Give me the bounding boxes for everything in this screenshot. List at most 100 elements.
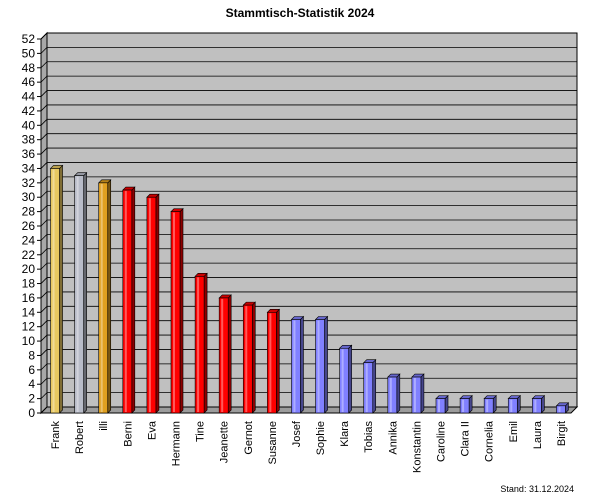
gridline-side bbox=[40, 75, 48, 83]
bar-highlight bbox=[197, 277, 200, 412]
x-category-label: Frank bbox=[50, 421, 62, 450]
gridline-side bbox=[40, 392, 48, 399]
y-tick-label: 30 bbox=[22, 190, 36, 204]
bar-side bbox=[324, 315, 328, 414]
bar bbox=[50, 168, 60, 414]
gridline-side bbox=[40, 248, 48, 256]
y-tick-label: 42 bbox=[22, 104, 36, 118]
bar-highlight bbox=[221, 298, 224, 412]
gridline-side bbox=[40, 119, 48, 126]
y-tick-label: 22 bbox=[22, 248, 36, 262]
bar-side bbox=[59, 164, 63, 414]
bar-birgit bbox=[555, 402, 570, 414]
bar bbox=[459, 398, 470, 414]
x-category-label: Birgit bbox=[556, 421, 568, 446]
x-category-label: illi bbox=[98, 421, 110, 431]
bar-illi bbox=[98, 179, 112, 414]
bar-side bbox=[131, 186, 136, 414]
bar-highlight bbox=[245, 306, 248, 412]
bar-highlight bbox=[173, 212, 175, 412]
bar-side bbox=[251, 301, 256, 414]
bar-highlight bbox=[76, 176, 79, 412]
bar-highlight bbox=[148, 198, 151, 412]
bar-jeanette bbox=[218, 294, 232, 414]
gridline-side bbox=[40, 162, 48, 169]
bar-emil bbox=[507, 394, 521, 414]
gridline-side bbox=[40, 61, 48, 69]
bar-gernot bbox=[242, 301, 256, 414]
x-category-label: Caroline bbox=[436, 421, 448, 462]
gridline-side bbox=[40, 349, 48, 356]
y-tick-label: 16 bbox=[22, 291, 36, 305]
bar-highlight bbox=[269, 313, 272, 412]
bar-highlight bbox=[124, 191, 127, 412]
y-tick-label: 52 bbox=[22, 32, 36, 46]
bar-highlight bbox=[389, 378, 392, 412]
bar bbox=[194, 276, 205, 414]
y-tick-label: 40 bbox=[22, 118, 36, 132]
y-tick-label: 38 bbox=[22, 133, 36, 147]
gridline-side bbox=[40, 363, 48, 371]
bar-highlight bbox=[365, 363, 368, 412]
x-category-label: Cornelia bbox=[484, 420, 496, 462]
bar-highlight bbox=[438, 399, 440, 412]
x-category-label: Jeanette bbox=[219, 421, 231, 463]
bar-side bbox=[372, 358, 377, 414]
gridline-side bbox=[40, 262, 48, 270]
y-tick-label: 18 bbox=[22, 277, 36, 291]
bar-highlight bbox=[52, 169, 55, 412]
gridlines bbox=[40, 32, 577, 414]
bar-side bbox=[396, 373, 401, 414]
bar bbox=[242, 304, 253, 414]
y-tick-label: 26 bbox=[22, 219, 36, 233]
bar-highlight bbox=[462, 399, 465, 412]
y-tick-label: 8 bbox=[28, 348, 35, 362]
x-category-label: Josef bbox=[291, 420, 303, 447]
bar bbox=[122, 189, 133, 414]
bar-annika bbox=[387, 373, 401, 414]
bar-caroline bbox=[435, 394, 449, 414]
chart-title: Stammtisch-Statistik 2024 bbox=[225, 6, 375, 20]
y-tick-label: 46 bbox=[22, 75, 36, 89]
x-category-label: Gernot bbox=[243, 421, 255, 455]
bar bbox=[387, 376, 398, 414]
bar-cornelia bbox=[483, 394, 497, 414]
x-category-label: Annika bbox=[387, 420, 399, 455]
bar bbox=[363, 362, 374, 414]
y-tick-label: 14 bbox=[22, 305, 36, 319]
bar-frank bbox=[49, 164, 64, 414]
x-category-label: Klara bbox=[339, 420, 351, 447]
x-axis-labels: Frank Robert illi Berni Eva Hermann Tine Jeanet… bbox=[50, 420, 568, 473]
gridline-side bbox=[40, 32, 48, 40]
gridline-side bbox=[40, 234, 48, 241]
x-category-label: Robert bbox=[74, 421, 86, 454]
gridline-side bbox=[40, 291, 48, 299]
bar-sophie bbox=[314, 315, 329, 414]
bar bbox=[483, 398, 494, 414]
y-tick-label: 6 bbox=[28, 363, 35, 377]
gridline-side bbox=[40, 277, 48, 284]
bar-berni bbox=[122, 186, 136, 414]
y-tick-label: 48 bbox=[22, 61, 36, 75]
x-category-label: Berni bbox=[122, 421, 134, 447]
gridline-side bbox=[40, 176, 48, 184]
gridline-side bbox=[40, 104, 48, 112]
gridline-side bbox=[40, 190, 48, 198]
gridline-side bbox=[40, 320, 48, 327]
bar-highlight bbox=[413, 378, 416, 412]
bar-side bbox=[300, 315, 304, 414]
bar-laura bbox=[531, 394, 546, 414]
bar-side bbox=[107, 179, 112, 414]
bar-highlight bbox=[486, 399, 489, 412]
y-tick-label: 32 bbox=[22, 176, 36, 190]
bar-highlight bbox=[510, 399, 513, 412]
bar-side bbox=[203, 272, 208, 414]
gridline-side bbox=[40, 133, 48, 140]
bar bbox=[315, 319, 325, 414]
bar-side bbox=[155, 193, 160, 414]
y-tick-label: 4 bbox=[28, 377, 35, 391]
bar bbox=[435, 398, 446, 414]
bar-highlight bbox=[534, 399, 537, 412]
bar-tobias bbox=[363, 358, 377, 414]
